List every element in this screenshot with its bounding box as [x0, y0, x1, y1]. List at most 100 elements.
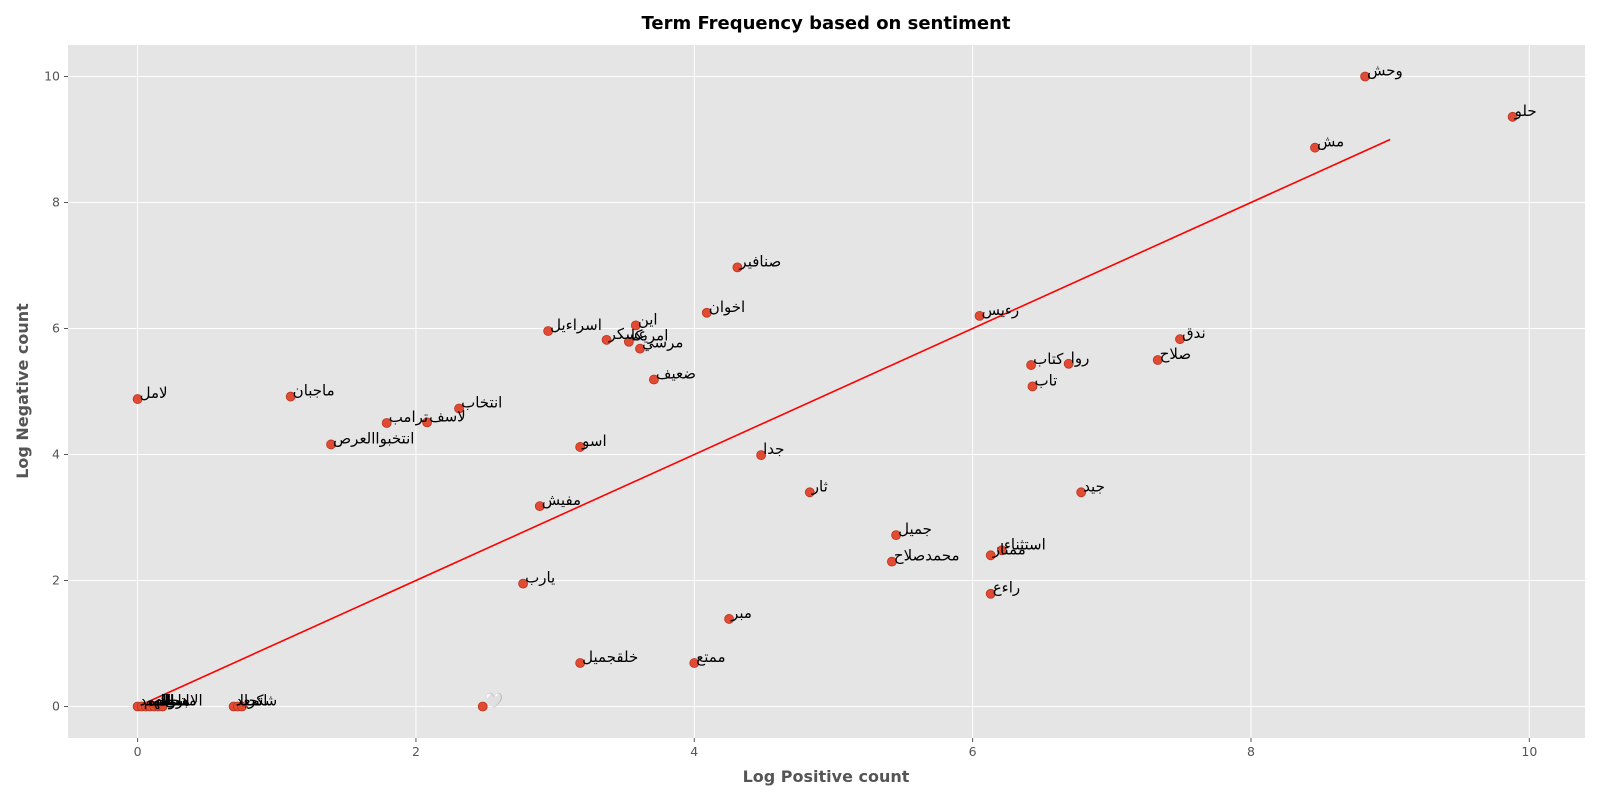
x-tick-label: 4	[690, 744, 698, 759]
point-label: الاهلي	[165, 692, 203, 711]
point-label: جدا	[763, 440, 784, 458]
point-label: ضعيف	[656, 365, 696, 383]
gridlines	[68, 45, 1585, 738]
data-point	[543, 326, 554, 336]
data-point	[1310, 142, 1320, 153]
data-point	[285, 391, 296, 402]
data-point	[649, 374, 659, 385]
data-point	[1027, 381, 1038, 392]
point-label: مفيش	[542, 491, 581, 509]
point-label: اسراءيل	[550, 316, 602, 334]
data-point	[575, 442, 586, 452]
point-label: محمدصلاح	[894, 547, 960, 565]
plot-area	[68, 45, 1585, 738]
point-label: الله	[152, 692, 174, 710]
point-label: ممتاز	[992, 540, 1026, 558]
y-tick-label: 2	[52, 573, 60, 588]
point-label: تحيا	[240, 692, 263, 710]
y-tick-label: 10	[44, 69, 60, 84]
x-axis-ticks: 0 2 4 6 8 10	[134, 738, 1537, 759]
chart-title: Term Frequency based on sentiment	[641, 13, 1010, 34]
point-label: اسو	[581, 432, 607, 450]
point-label: اخوان	[709, 298, 745, 316]
data-point	[132, 394, 143, 404]
point-label: شكرا	[244, 692, 277, 710]
point-label: اسعد	[236, 692, 268, 710]
data-point	[974, 310, 985, 321]
data-point	[689, 658, 700, 668]
point-label: جميل	[898, 520, 932, 538]
point-labels-layer: وحش حلو مش صنافير اخوان رءيس اين اسراءيل عسكرامر…	[140, 62, 1537, 711]
point-label: رءيس	[982, 301, 1020, 319]
data-point	[887, 556, 897, 567]
point-label: خلقجميل	[582, 648, 638, 666]
point-label: انتخاب	[461, 394, 502, 412]
point-label: وحش	[1367, 62, 1403, 80]
point-label: اللهم	[144, 692, 175, 710]
point-label: ماجبان	[293, 382, 335, 400]
data-point	[985, 550, 996, 561]
x-tick-label: 8	[1247, 744, 1255, 759]
point-label: مرسي	[642, 334, 683, 353]
point-label: مش	[1317, 133, 1344, 151]
data-point	[1175, 334, 1185, 345]
x-axis-label: Log Positive count	[743, 767, 910, 786]
point-label: ممتع	[696, 648, 725, 666]
data-point	[534, 501, 545, 512]
data-point	[1360, 71, 1371, 82]
x-tick-label: 6	[969, 744, 977, 759]
data-point	[804, 487, 815, 498]
point-label: جيد	[1083, 477, 1105, 495]
point-label: اتحاد	[160, 692, 189, 710]
point-label: روا	[1071, 349, 1090, 367]
point-label: عسكر	[608, 325, 648, 343]
data-point	[575, 658, 586, 668]
point-label: انتخبواالعرص	[333, 429, 414, 447]
point-label: لاسف	[429, 407, 466, 425]
point-label: صنافير	[738, 252, 781, 270]
y-axis-label: Log Negative count	[13, 303, 32, 479]
data-point	[381, 418, 392, 428]
reference-line	[137, 138, 1391, 708]
data-point	[732, 262, 743, 273]
point-label: راءع	[993, 579, 1020, 597]
data-point	[1507, 111, 1518, 122]
data-point	[1076, 487, 1087, 498]
y-axis-ticks: 0 2 4 6 8 10	[44, 69, 68, 714]
x-tick-label: 2	[412, 744, 420, 759]
point-label: تاب	[1034, 371, 1057, 389]
data-point	[1026, 360, 1036, 370]
data-point	[996, 545, 1007, 556]
data-point	[724, 614, 734, 624]
point-label: حلو	[1514, 102, 1537, 120]
point-label: ترامب	[389, 408, 428, 426]
data-point	[237, 701, 247, 712]
point-label: لامل	[140, 384, 168, 402]
data-point	[630, 320, 641, 331]
data-point	[326, 439, 336, 450]
point-label: ثار	[811, 477, 828, 495]
point-label: سعاده	[148, 692, 187, 710]
x-tick-label: 0	[134, 744, 142, 759]
point-label: اين	[638, 310, 658, 328]
data-point	[601, 334, 612, 345]
reference-line-layer	[137, 138, 1391, 708]
y-tick-label: 8	[52, 195, 60, 210]
data-point	[422, 417, 432, 428]
data-point	[701, 307, 712, 318]
point-label: مبروك	[156, 692, 196, 710]
point-label: استثناء	[1004, 535, 1046, 553]
point-label: كتاب	[1033, 350, 1064, 368]
point-label: امريكا	[631, 327, 669, 345]
data-point	[635, 343, 645, 354]
data-point	[1152, 355, 1163, 365]
data-point	[1063, 358, 1074, 369]
data-point	[518, 578, 528, 589]
y-tick-label: 4	[52, 447, 60, 462]
data-point	[985, 588, 996, 599]
x-tick-label: 10	[1521, 744, 1537, 759]
point-label: يارب	[525, 569, 555, 587]
data-point	[623, 336, 634, 347]
point-label: ندق	[1182, 324, 1206, 342]
